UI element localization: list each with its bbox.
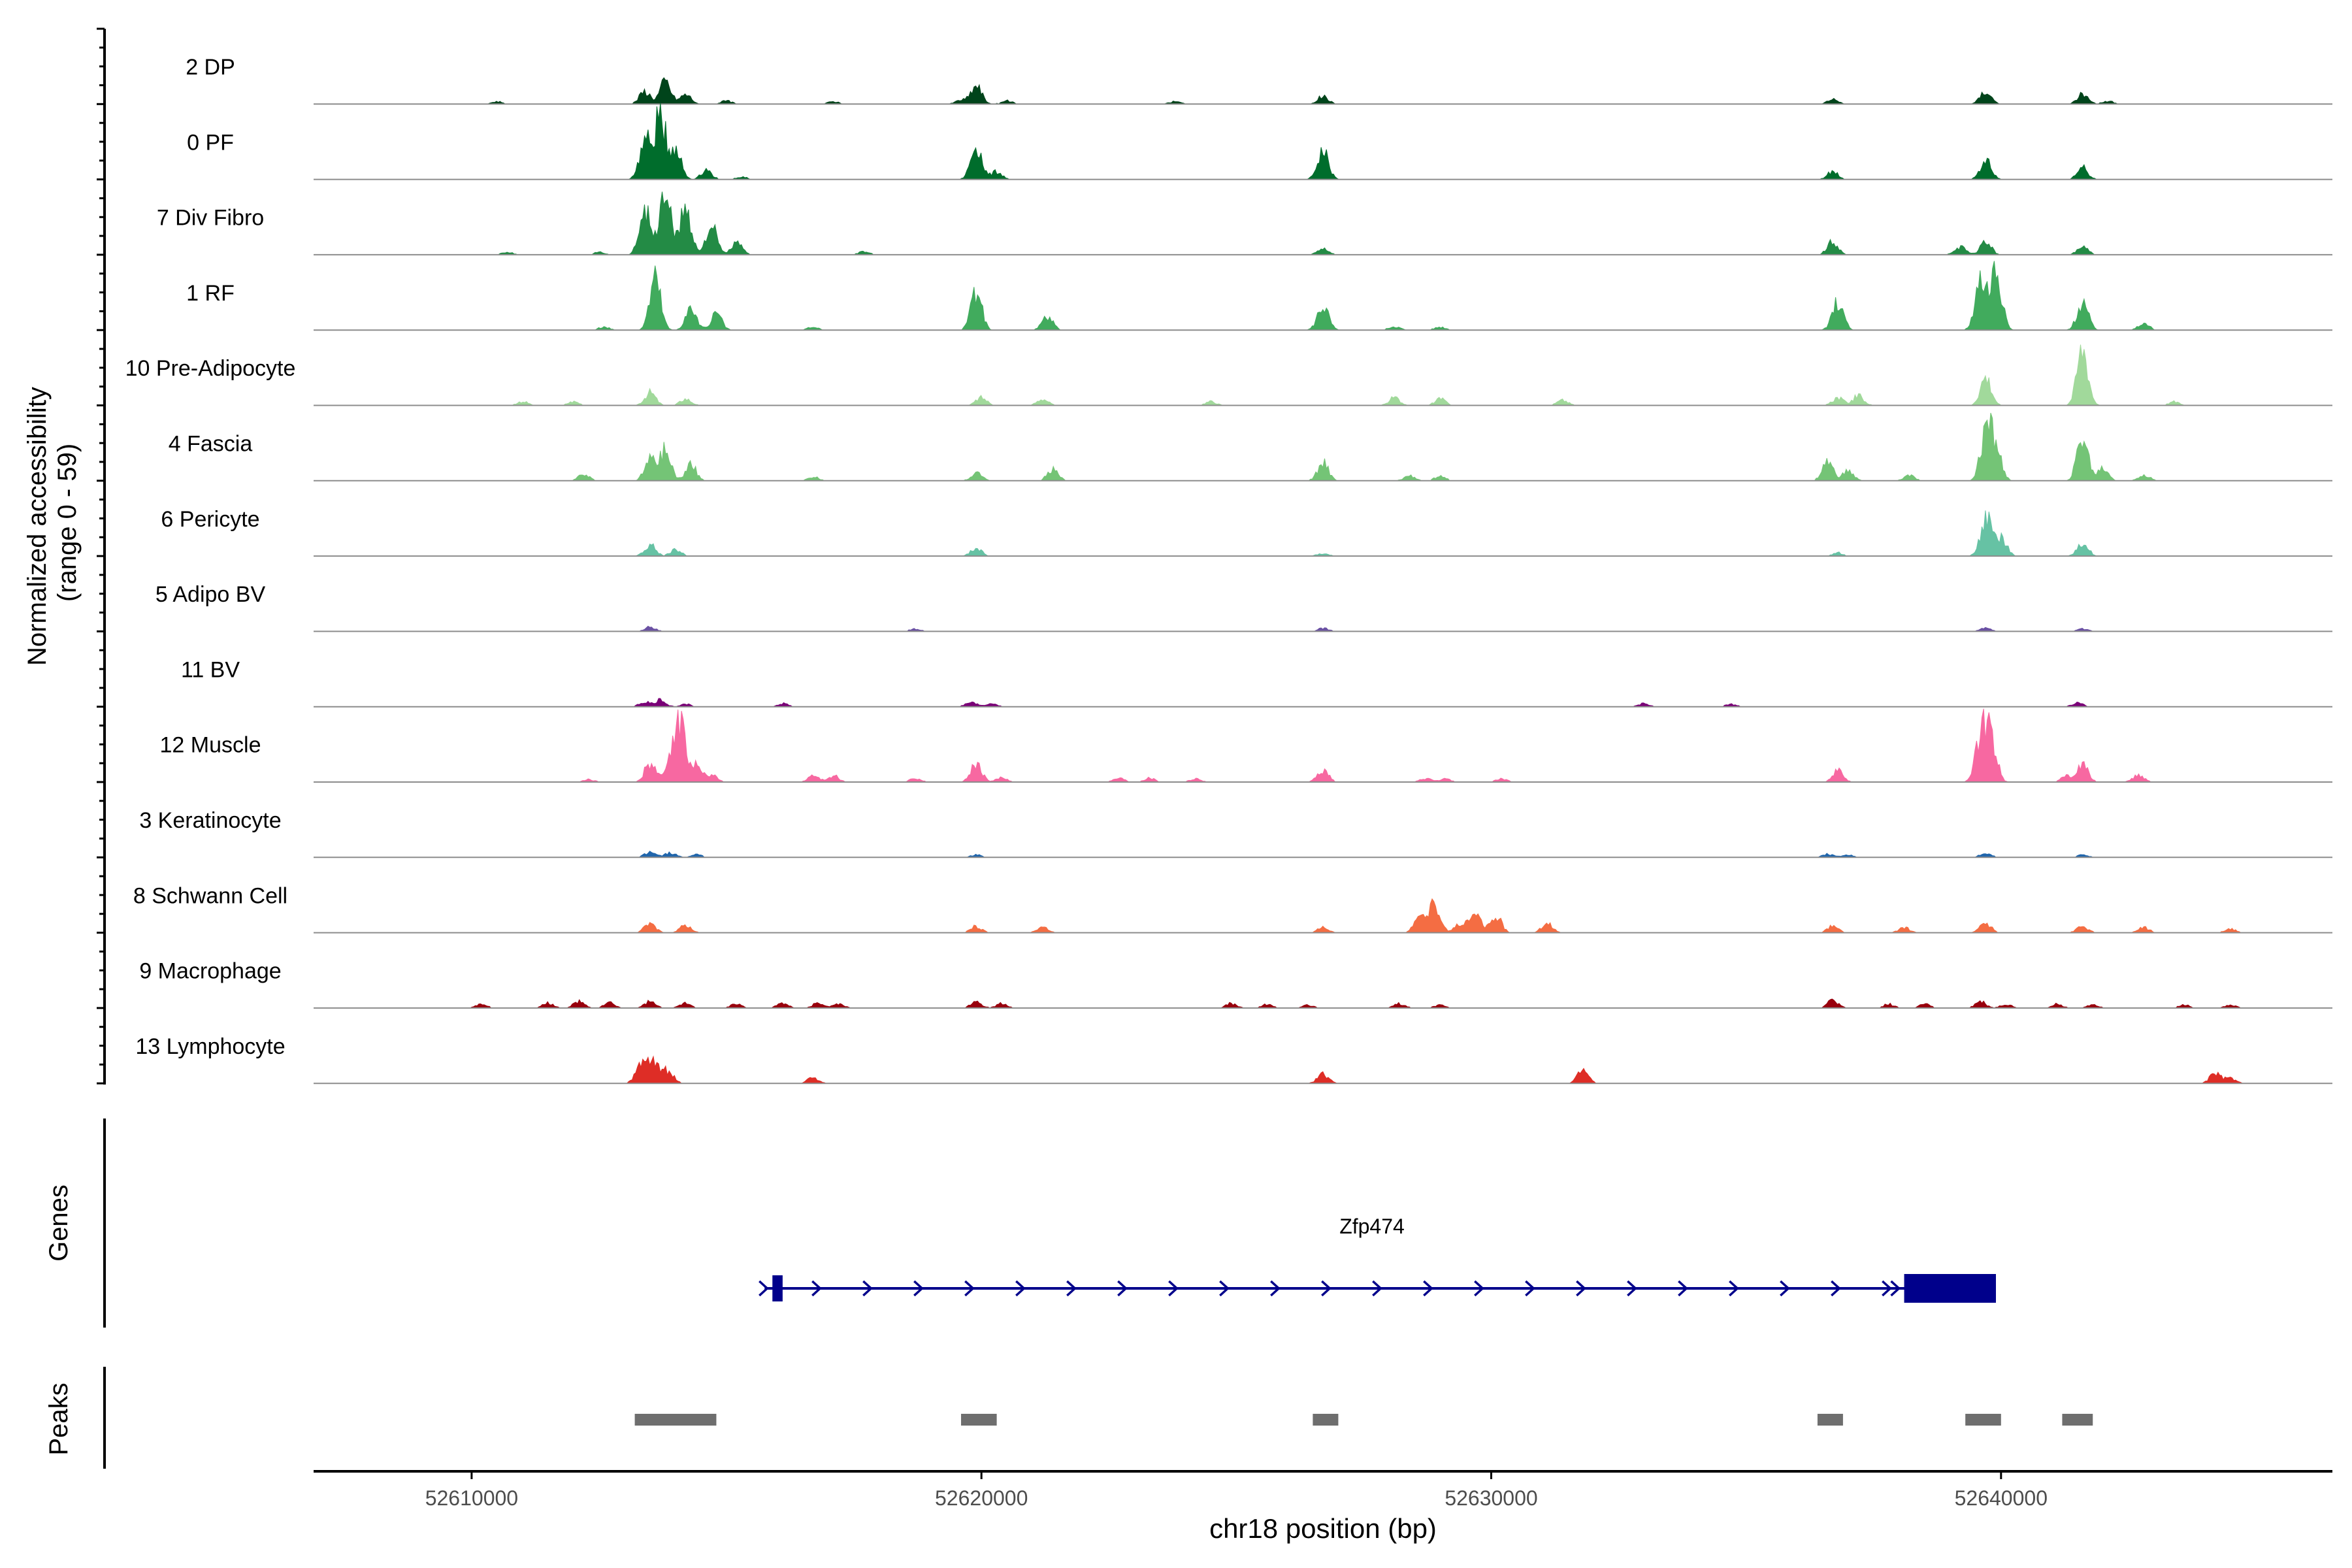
track-12: 8 Schwann Cell: [133, 883, 2332, 934]
track-label: 2 DP: [186, 55, 235, 80]
x-tick-label: 52620000: [935, 1486, 1028, 1510]
track-5: 10 Pre-Adipocyte: [125, 344, 2332, 406]
strand-arrow: [1882, 1280, 1892, 1297]
peak-region: [1313, 1414, 1339, 1426]
track-label: 5 Adipo BV: [155, 582, 266, 607]
y-axis-label-line1: Normalized accessibility: [23, 387, 52, 666]
track-label: 4 Fascia: [169, 432, 253, 457]
genes-label: Genes: [44, 1184, 73, 1262]
strand-arrow: [811, 1280, 822, 1297]
coverage-area: [466, 851, 2281, 858]
track-label: 12 Muscle: [160, 733, 261, 758]
x-axis-label: chr18 position (bp): [1209, 1513, 1437, 1544]
coverage-tracks: 2 DP 0 PF 7 Div Fibro 1 RF 10 Pre-Adipocyte 4…: [125, 55, 2332, 1085]
coverage-area: [466, 344, 2281, 406]
strand-arrow: [1321, 1280, 1331, 1297]
strand-arrow: [1015, 1280, 1026, 1297]
coverage-area: [466, 625, 2281, 632]
track-3: 7 Div Fibro: [157, 191, 2332, 255]
track-8: 5 Adipo BV: [155, 582, 2332, 632]
strand-arrow: [1372, 1280, 1382, 1297]
peak-region: [960, 1414, 997, 1426]
strand-arrow: [759, 1280, 769, 1297]
track-11: 3 Keratinocyte: [139, 808, 2332, 858]
strand-arrow: [1423, 1280, 1433, 1297]
strand-arrow: [1168, 1280, 1179, 1297]
strand-arrow: [1576, 1280, 1586, 1297]
track-label: 8 Schwann Cell: [133, 883, 287, 908]
coverage-area: [466, 191, 2281, 255]
strand-arrow: [1270, 1280, 1281, 1297]
track-1: 2 DP: [186, 55, 2332, 105]
strand-arrow: [862, 1280, 873, 1297]
strand-arrow: [1780, 1280, 1790, 1297]
gene-model: [759, 1274, 1996, 1303]
track-6: 4 Fascia: [169, 412, 2332, 482]
track-4: 1 RF: [186, 261, 2332, 331]
peaks-label: Peaks: [44, 1382, 73, 1455]
coverage-area: [466, 261, 2281, 331]
track-label: 9 Macrophage: [139, 959, 281, 984]
coverage-area: [466, 412, 2281, 482]
coverage-area: [466, 708, 2281, 783]
strand-arrow: [1831, 1280, 1841, 1297]
y-axis-label-line2: (range 0 - 59): [53, 444, 82, 602]
strand-arrow: [913, 1280, 924, 1297]
track-label: 11 BV: [181, 657, 240, 682]
track-7: 6 Pericyte: [161, 507, 2332, 557]
strand-arrow: [1525, 1280, 1535, 1297]
strand-arrow: [1219, 1280, 1230, 1297]
track-label: 3 Keratinocyte: [139, 808, 281, 833]
track-label: 1 RF: [186, 281, 235, 306]
track-label: 13 Lymphocyte: [135, 1034, 285, 1059]
gene-exon: [772, 1275, 783, 1301]
strand-arrow: [1678, 1280, 1688, 1297]
track-label: 10 Pre-Adipocyte: [125, 356, 296, 381]
coverage-area: [466, 698, 2281, 708]
peak-region: [634, 1414, 717, 1426]
track-label: 7 Div Fibro: [157, 206, 264, 231]
x-axis-ticks: 52610000 52620000 52630000 52640000: [425, 1471, 2048, 1510]
track-14: 13 Lymphocyte: [135, 1034, 2332, 1085]
strand-arrow: [1474, 1280, 1484, 1297]
x-tick-label: 52640000: [1955, 1486, 2048, 1510]
strand-arrow: [1627, 1280, 1637, 1297]
peak-region: [2062, 1414, 2093, 1426]
track-label: 0 PF: [187, 130, 234, 155]
strand-arrow: [1890, 1280, 1901, 1297]
coverage-area: [466, 510, 2281, 557]
coverage-area: [466, 998, 2281, 1009]
gene-name-label: Zfp474: [1339, 1215, 1405, 1238]
gene-exon: [1904, 1274, 1996, 1303]
x-tick-label: 52630000: [1445, 1486, 1537, 1510]
track-2: 0 PF: [187, 103, 2332, 180]
peak-region: [1817, 1414, 1843, 1426]
strand-arrow: [964, 1280, 975, 1297]
strand-arrow: [1066, 1280, 1077, 1297]
track-label: 6 Pericyte: [161, 507, 259, 532]
coverage-area: [466, 77, 2281, 105]
coverage-area: [466, 898, 2281, 934]
x-tick-label: 52610000: [425, 1486, 518, 1510]
track-10: 12 Muscle: [160, 708, 2332, 783]
strand-arrow: [1117, 1280, 1128, 1297]
coverage-area: [466, 103, 2281, 180]
track-13: 9 Macrophage: [139, 959, 2332, 1009]
y-axis-label: Normalized accessibility (range 0 - 59): [23, 380, 82, 666]
strand-arrow: [1729, 1280, 1739, 1297]
peak-region: [1965, 1414, 2001, 1426]
track-9: 11 BV: [181, 657, 2332, 708]
peak-regions: [634, 1414, 2093, 1426]
coverage-area: [466, 1055, 2281, 1084]
